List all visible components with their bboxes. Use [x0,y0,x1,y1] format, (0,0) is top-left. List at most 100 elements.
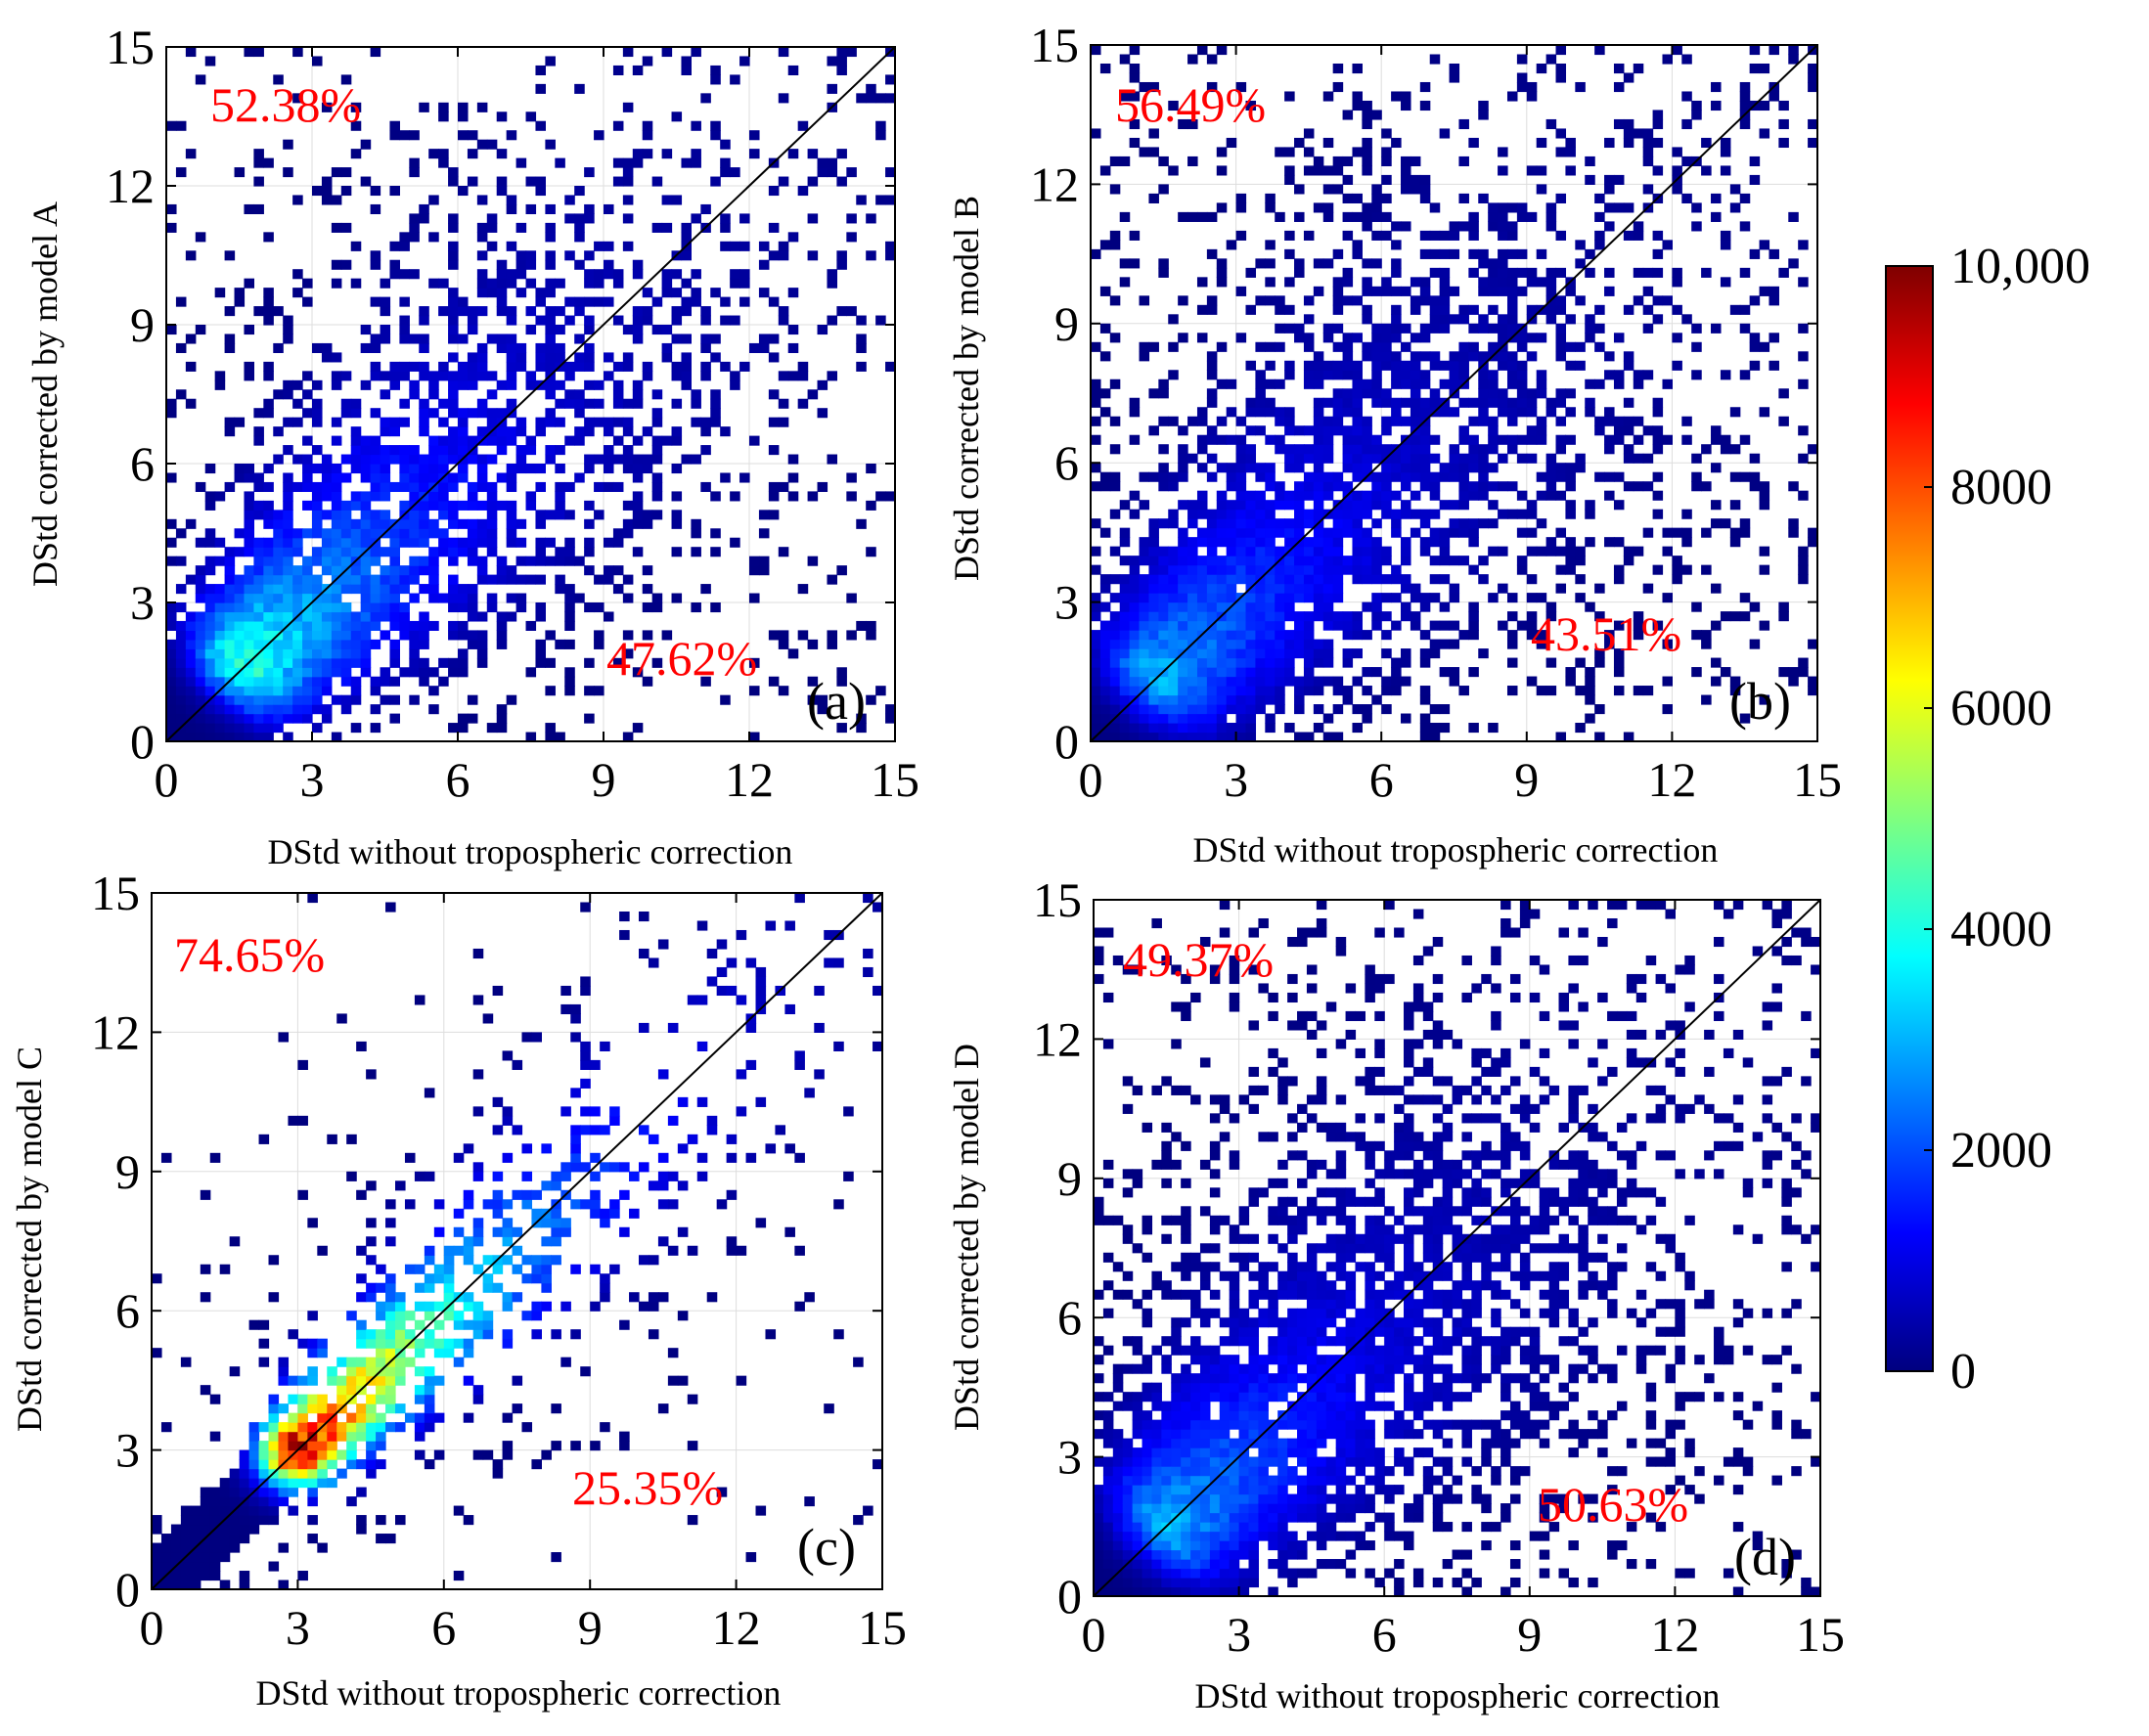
histogram-cell [1401,370,1411,380]
histogram-cell [827,56,837,67]
histogram-cell [574,83,585,94]
histogram-cell [340,398,352,409]
histogram-cell [622,732,634,742]
y-axis-label: DStd corrected by model C [10,1046,49,1432]
histogram-cell [419,102,429,112]
histogram-cell [1245,630,1257,641]
histogram-cell [424,1422,435,1433]
histogram-cell [428,445,439,456]
histogram-cell [476,611,488,622]
histogram-cell [224,723,236,734]
histogram-cell [1294,648,1305,659]
histogram-cell [1206,704,1218,715]
histogram-cell [1142,1485,1153,1495]
histogram-cell [651,325,663,335]
histogram-cell [419,611,429,622]
histogram-cell [1419,81,1431,93]
histogram-cell [687,1134,698,1144]
histogram-cell [1142,1363,1153,1374]
histogram-cell [1168,416,1179,426]
histogram-cell [1168,518,1179,529]
histogram-cell [234,167,246,178]
histogram-cell [739,213,750,224]
histogram-cell [1255,295,1266,306]
histogram-cell [1206,471,1218,482]
histogram-cell [1604,490,1615,501]
histogram-cell [1255,407,1266,418]
histogram-cell [258,1422,270,1433]
histogram-cell [691,296,701,307]
histogram-cell [535,361,546,372]
histogram-cell [648,1301,659,1312]
histogram-cell [1199,1456,1211,1467]
histogram-cell [370,491,381,502]
histogram-cell [1142,1438,1153,1448]
histogram-cell [1594,648,1605,659]
histogram-cell [195,732,206,742]
histogram-cell [1439,527,1451,538]
histogram-cell [1255,471,1266,482]
histogram-cell [1526,165,1538,176]
histogram-cell [502,1292,514,1303]
histogram-cell [278,1580,290,1590]
histogram-cell [1778,416,1789,426]
histogram-cell [1245,100,1257,111]
histogram-cell [1652,407,1664,418]
histogram-cell [657,1236,669,1247]
histogram-cell [651,481,663,492]
histogram-cell [1216,639,1228,649]
histogram-cell [1613,333,1625,343]
histogram-cell [1545,601,1557,612]
histogram-cell [327,1441,337,1451]
histogram-cell [292,565,303,576]
histogram-cell [340,454,352,465]
histogram-cell [515,417,527,427]
histogram-cell [1691,667,1702,678]
histogram-cell [244,704,254,715]
histogram-cell [787,454,799,465]
histogram-cell [545,537,556,548]
histogram-cell [1352,500,1363,511]
histogram-cell [555,464,565,474]
histogram-cell [1342,657,1354,668]
y-tick-label: 3 [130,575,155,630]
histogram-cell [278,1357,290,1367]
histogram-cell [195,481,206,492]
histogram-cell [214,723,226,734]
histogram-cell [370,510,381,520]
histogram-cell [651,296,663,307]
histogram-cell [1478,370,1489,380]
histogram-cell [1091,378,1101,389]
histogram-cell [389,676,400,687]
x-tick-label: 3 [286,1600,310,1655]
histogram-cell [1332,248,1344,259]
histogram-cell [224,713,236,724]
histogram-cell [268,1422,280,1433]
histogram-cell [1161,1586,1172,1597]
histogram-cell [438,528,449,539]
histogram-cell [1109,230,1121,241]
histogram-cell [336,1468,347,1479]
histogram-cell [395,1515,406,1526]
histogram-cell [1545,304,1557,315]
histogram-cell [1119,611,1131,622]
histogram-cell [1381,360,1392,371]
histogram-cell [1371,601,1382,612]
histogram-cell [1112,1512,1124,1523]
histogram-cell [1585,156,1595,167]
histogram-cell [1585,333,1595,343]
histogram-cell [1352,527,1363,538]
histogram-cell [1585,686,1595,696]
histogram-cell [399,565,410,576]
histogram-cell [1391,518,1402,529]
histogram-cell [185,398,197,409]
histogram-cell [224,639,236,649]
histogram-cell [292,704,303,715]
histogram-cell [234,657,246,668]
histogram-cell [292,547,303,557]
histogram-cell [1168,686,1179,696]
histogram-cell [797,120,809,131]
histogram-cell [244,203,254,214]
histogram-cell [1132,1531,1143,1541]
histogram-cell [366,1218,377,1228]
